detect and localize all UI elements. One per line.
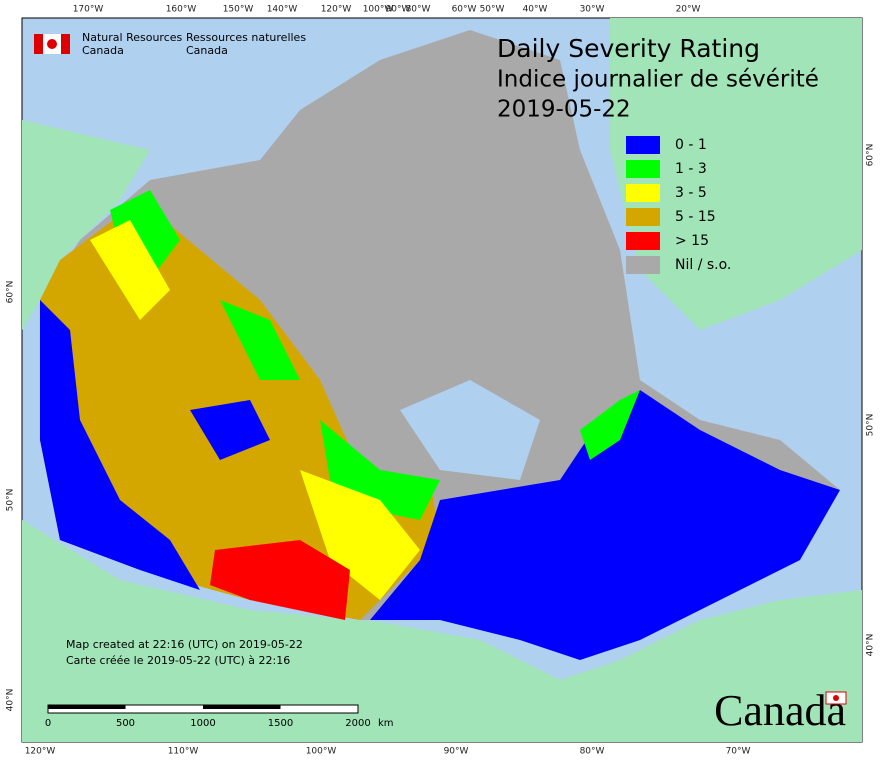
longitude-label: 140°W: [267, 5, 298, 15]
legend-label: 3 - 5: [675, 185, 707, 201]
legend-swatch: [626, 184, 660, 202]
longitude-label: 60°W: [452, 5, 477, 15]
scale-unit: km: [378, 718, 394, 729]
latitude-label: 60°N: [866, 144, 876, 167]
longitude-label: 70°W: [726, 747, 751, 757]
scale-segment: [48, 705, 126, 709]
longitude-label: 120°W: [321, 5, 352, 15]
scale-label: 500: [116, 718, 135, 729]
zone-green-east: [580, 390, 640, 460]
footer: Map created at 22:16 (UTC) on 2019-05-22: [66, 638, 303, 651]
zone-yellow: [90, 220, 420, 600]
title: 2019-05-22: [497, 97, 631, 123]
latitude-label: 50°N: [866, 414, 876, 437]
flag-leaf: [47, 39, 57, 49]
longitude-label: 150°W: [223, 5, 254, 15]
longitude-label: 170°W: [73, 5, 104, 15]
alaska: [22, 120, 150, 330]
legend-label: 0 - 1: [675, 137, 707, 153]
wordmark: Canada: [714, 686, 846, 735]
flag-band: [61, 34, 70, 54]
longitude-label: 100°W: [306, 747, 337, 757]
longitude-label: 50°W: [480, 5, 505, 15]
longitude-label: 80°W: [580, 747, 605, 757]
agency-fr: Ressources naturelles: [186, 31, 306, 44]
legend-label: 1 - 3: [675, 161, 707, 177]
longitude-label: 100°W: [363, 5, 394, 15]
legend-label: > 15: [675, 233, 709, 249]
title: Indice journalier de sévérité: [497, 67, 819, 93]
zone-green: [110, 190, 440, 520]
scale-segment: [203, 705, 281, 709]
hudson-bay: [400, 380, 540, 480]
legend-swatch: [626, 160, 660, 178]
longitude-label: 110°W: [168, 747, 199, 757]
longitude-label: 90°W: [444, 747, 469, 757]
agency-fr: Canada: [186, 44, 228, 57]
zone-blue-west: [40, 300, 270, 590]
flag-band: [34, 34, 43, 54]
title: Daily Severity Rating: [497, 34, 760, 63]
zone-blue-east: [370, 390, 840, 660]
longitude-label: 90°W: [386, 5, 411, 15]
legend-label: 5 - 15: [675, 209, 716, 225]
legend-swatch: [626, 232, 660, 250]
longitude-label: 20°W: [676, 5, 701, 15]
footer: Carte créée le 2019-05-22 (UTC) à 22:16: [66, 654, 290, 667]
longitude-label: 80°W: [406, 5, 431, 15]
scale-label: 1500: [268, 718, 293, 729]
united-states: [22, 520, 862, 742]
agency-en: Canada: [82, 44, 124, 57]
longitude-label: 40°W: [523, 5, 548, 15]
scale-label: 2000: [345, 718, 370, 729]
scale-label: 0: [45, 718, 51, 729]
legend-label: Nil / s.o.: [675, 257, 731, 273]
latitude-label: 60°N: [6, 281, 16, 304]
latitude-label: 40°N: [866, 634, 876, 657]
longitude-label: 160°W: [166, 5, 197, 15]
agency-en: Natural Resources: [82, 31, 183, 44]
legend-swatch: [626, 256, 660, 274]
longitude-label: 30°W: [580, 5, 605, 15]
longitude-label: 120°W: [25, 747, 56, 757]
wordmark-leaf: [833, 695, 839, 701]
zone-red: [210, 540, 350, 620]
greenland: [610, 18, 862, 330]
latitude-label: 40°N: [6, 689, 16, 712]
legend-swatch: [626, 208, 660, 226]
latitude-label: 50°N: [6, 489, 16, 512]
scale-label: 1000: [190, 718, 215, 729]
legend-swatch: [626, 136, 660, 154]
